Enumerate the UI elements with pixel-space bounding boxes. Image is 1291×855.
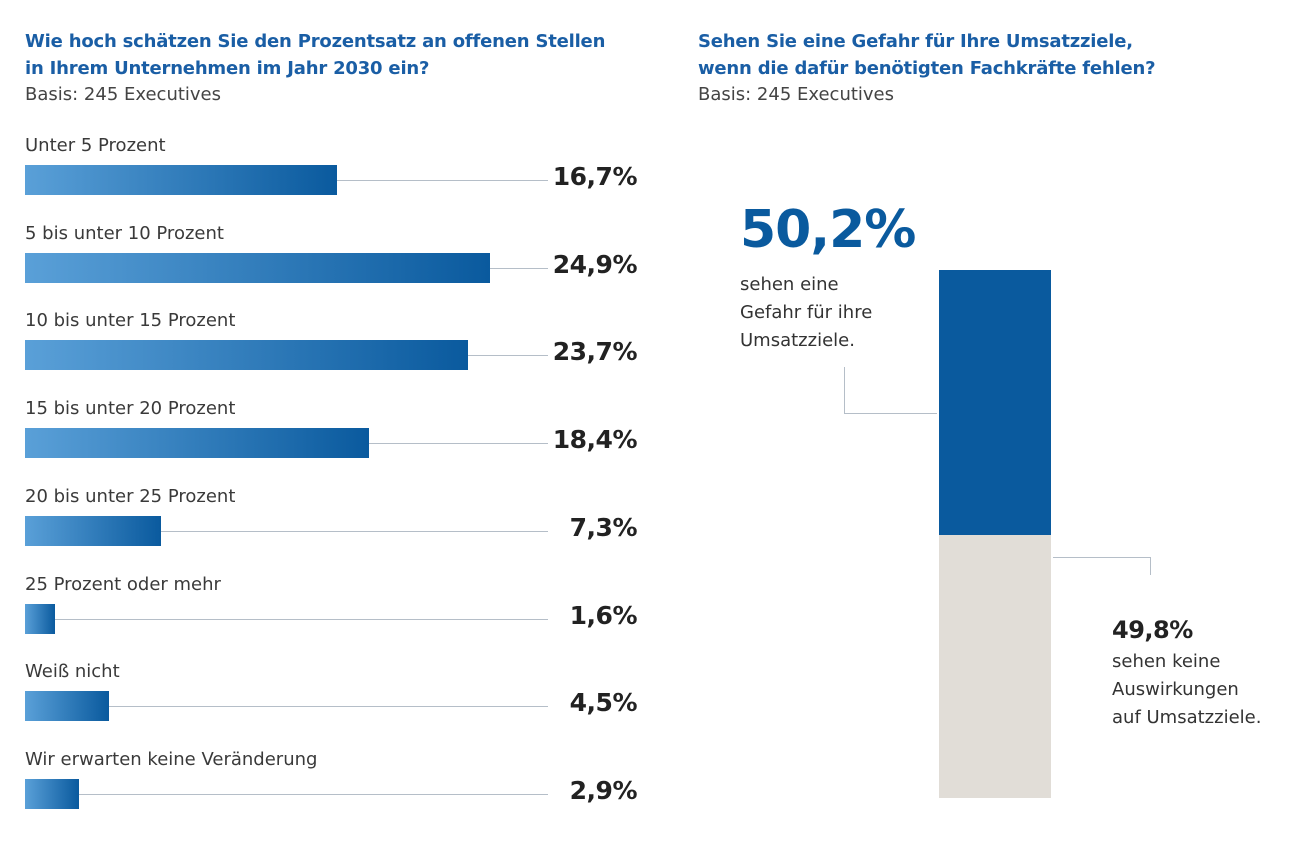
bar [25, 340, 468, 371]
text-line: Auswirkungen [1112, 679, 1239, 700]
connector-line [844, 367, 845, 413]
value-label: 23,7% [552, 337, 638, 367]
category-label: 20 bis unter 25 Prozent [25, 485, 236, 507]
category-label: Unter 5 Prozent [25, 135, 166, 156]
leader-line [368, 443, 548, 445]
connector-line [1150, 557, 1151, 575]
text-line: Gefahr für ihre [740, 302, 873, 323]
category-label: Wir erwarten keine Veränderung [25, 748, 318, 770]
right-chart-subtitle: Basis: 245 Executives [698, 84, 895, 105]
danger-value-label: 50,2% [740, 200, 916, 260]
bar [25, 691, 110, 722]
left-chart-subtitle: Basis: 245 Executives [25, 84, 222, 105]
bar [25, 515, 162, 546]
leader-line [490, 267, 548, 269]
no-impact-description: sehen keine Auswirkungen auf Umsatzziele… [1112, 648, 1261, 732]
category-label: Weiß nicht [25, 661, 120, 683]
connector-line [1053, 557, 1150, 558]
category-label: 15 bis unter 20 Prozent [25, 398, 236, 420]
bar [25, 603, 55, 634]
text-line: sehen keine [1112, 651, 1221, 672]
value-label: 7,3% [569, 512, 638, 542]
text-line: auf Umsatzziele. [1112, 707, 1262, 728]
bar [25, 165, 337, 195]
text-line: sehen eine [740, 274, 839, 295]
value-label: 4,5% [569, 688, 638, 718]
value-label: 18,4% [552, 425, 638, 455]
danger-description: sehen eine Gefahr für ihre Umsatzziele. [740, 271, 872, 355]
leader-line [467, 355, 548, 357]
no-impact-value-label: 49,8% [1112, 616, 1193, 644]
value-label: 2,9% [569, 775, 638, 805]
category-label: 10 bis unter 15 Prozent [25, 310, 236, 332]
leader-line [109, 706, 548, 708]
value-label: 1,6% [569, 600, 638, 630]
leader-line [337, 180, 548, 181]
bar-segment-no-impact [939, 535, 1051, 798]
leader-line [79, 793, 548, 795]
category-label: 5 bis unter 10 Prozent [25, 222, 224, 244]
text-line: Umsatzziele. [740, 330, 855, 351]
left-chart-title: Wie hoch schätzen Sie den Prozentsatz an… [25, 28, 605, 82]
title-line: Sehen Sie eine Gefahr für Ihre Umsatzzie… [698, 31, 1133, 52]
leader-line [161, 530, 548, 532]
bar [25, 252, 491, 283]
leader-line [54, 618, 548, 620]
right-chart-title: Sehen Sie eine Gefahr für Ihre Umsatzzie… [698, 28, 1156, 82]
bar [25, 778, 80, 809]
title-line: Wie hoch schätzen Sie den Prozentsatz an… [25, 31, 606, 52]
category-label: 25 Prozent oder mehr [25, 573, 221, 595]
bar [25, 428, 369, 459]
bar-segment-danger [939, 270, 1051, 536]
title-line: wenn die dafür benötigten Fachkräfte feh… [698, 58, 1156, 79]
value-label: 16,7% [552, 162, 638, 191]
value-label: 24,9% [552, 249, 638, 279]
connector-line [844, 413, 937, 414]
title-line: in Ihrem Unternehmen im Jahr 2030 ein? [25, 58, 430, 79]
